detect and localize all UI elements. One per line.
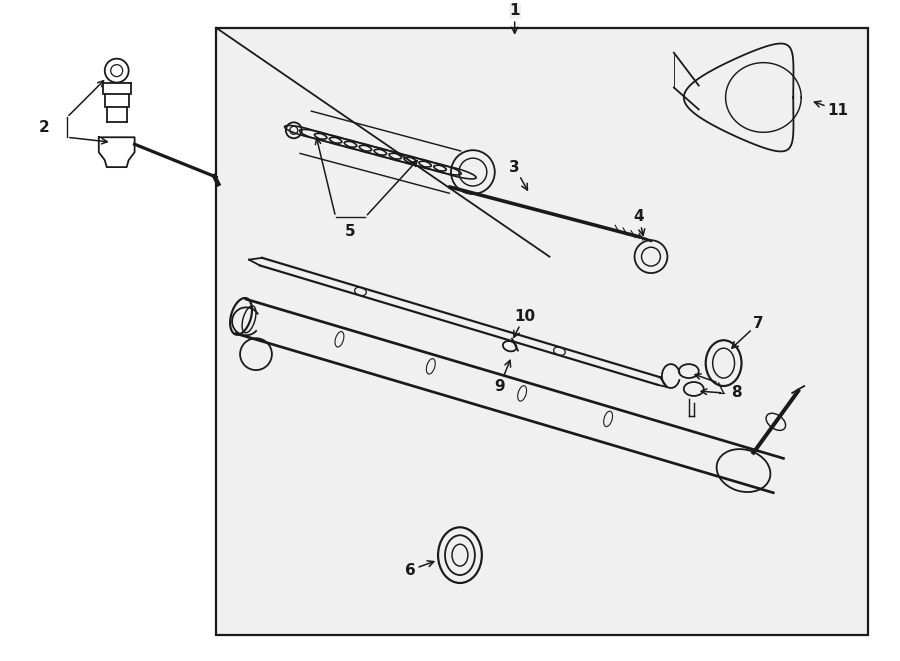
Text: 8: 8 — [731, 385, 742, 401]
Text: 7: 7 — [732, 316, 764, 348]
Text: 11: 11 — [814, 101, 849, 118]
Text: 5: 5 — [346, 224, 356, 239]
Text: 4: 4 — [634, 210, 644, 235]
Text: 2: 2 — [39, 120, 50, 135]
Text: 3: 3 — [509, 159, 527, 190]
Text: 6: 6 — [405, 561, 434, 578]
Text: 1: 1 — [509, 3, 520, 33]
Text: 9: 9 — [494, 360, 510, 393]
FancyBboxPatch shape — [216, 28, 868, 635]
Text: 10: 10 — [514, 309, 536, 337]
